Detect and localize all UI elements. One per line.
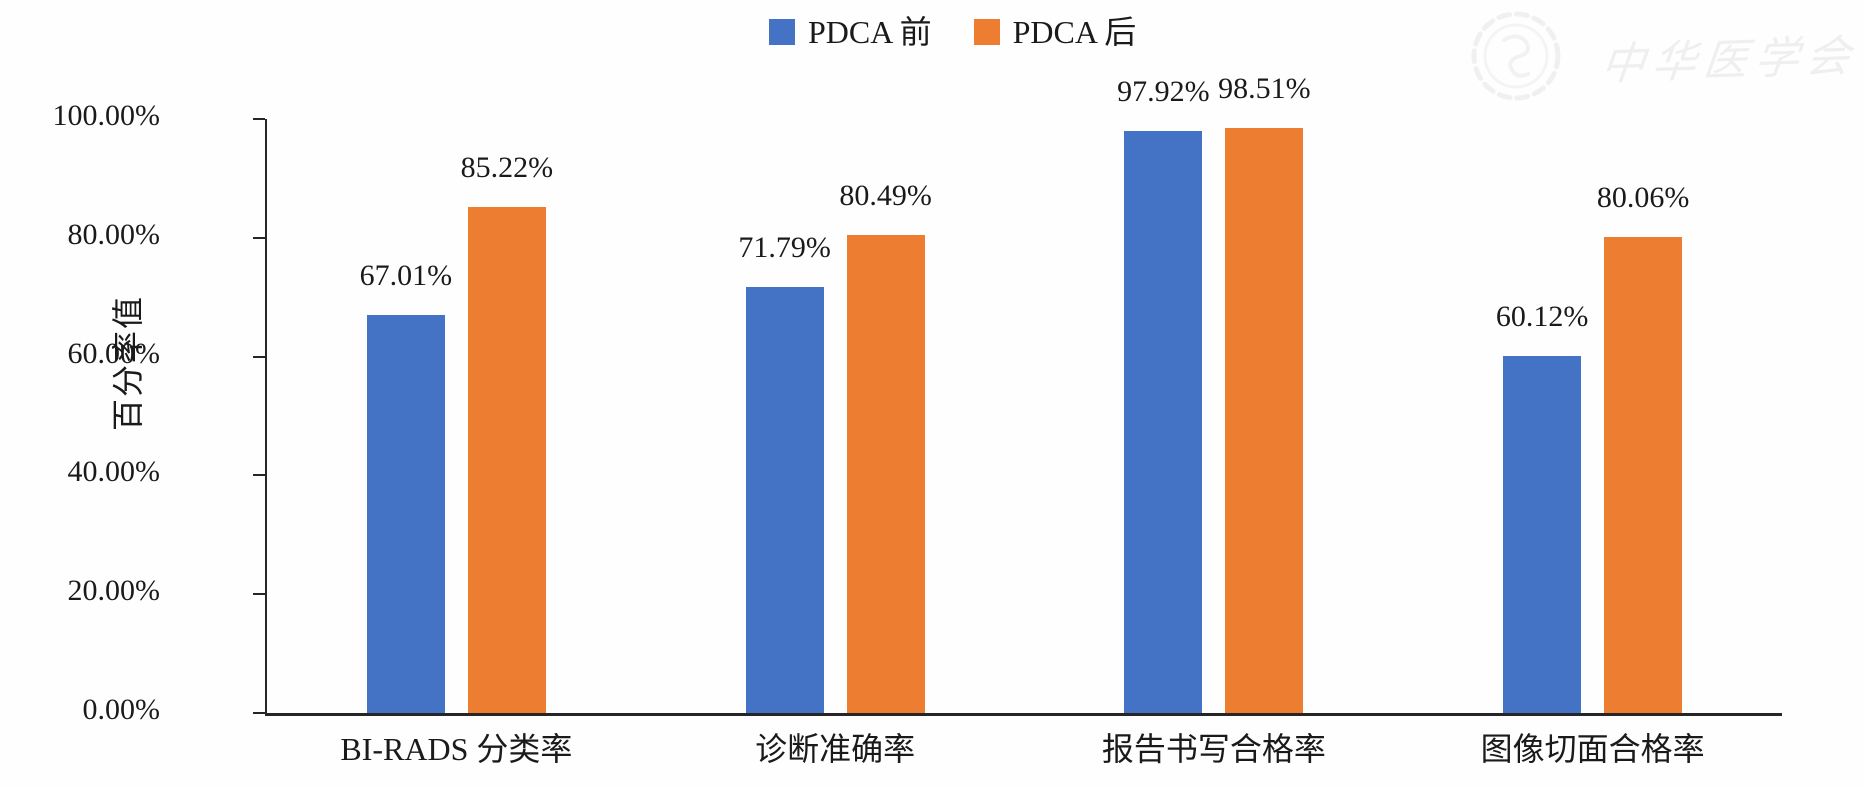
- watermark: 中华医学会: [1456, 6, 1860, 106]
- y-axis-tick-label: 40.00%: [67, 455, 161, 489]
- bar-PDCA 后-诊断准确率: [846, 234, 925, 713]
- x-axis-category-label: 图像切面合格率: [1480, 731, 1705, 767]
- legend-label: PDCA 后: [1012, 14, 1137, 50]
- y-axis-tick-mark: [253, 712, 265, 714]
- medical-association-seal-icon: [1471, 11, 1561, 101]
- bar-value-label: 80.49%: [839, 178, 932, 212]
- bar-value-label: 71.79%: [738, 230, 831, 264]
- chart-legend: PDCA 前 PDCA 后: [769, 16, 1136, 48]
- y-axis-tick-mark: [253, 593, 265, 596]
- plot-area: 0.00% 20.00% 40.00% 60.00% 80.00% 100.00% 67.0…: [53, 73, 1782, 765]
- y-axis-tick-mark: [253, 474, 265, 477]
- bar-PDCA 后-BI-RADS 分类率: [467, 206, 546, 713]
- y-axis-tick-label: 0.00%: [82, 693, 161, 726]
- legend-swatch-orange-icon: [973, 19, 1000, 45]
- y-axis-tick-label: 80.00%: [67, 217, 161, 251]
- bar-value-label: 67.01%: [359, 258, 453, 292]
- y-axis-tick-label: 20.00%: [67, 574, 161, 608]
- bar-PDCA 后-图像切面合格率: [1604, 237, 1683, 713]
- bar-PDCA 前-诊断准确率: [745, 286, 824, 713]
- bar-value-label: 85.22%: [460, 150, 554, 184]
- bar-value-label: 97.92%: [1117, 75, 1210, 109]
- x-axis-category-label: 报告书写合格率: [1101, 731, 1326, 767]
- legend-item-pdca-before: PDCA 前: [769, 16, 932, 48]
- y-axis-tick-label: 60.00%: [67, 336, 161, 370]
- y-axis-tick-label: 100.00%: [52, 99, 161, 132]
- bar-value-label: 60.12%: [1495, 299, 1589, 333]
- bar-PDCA 前-报告书写合格率: [1124, 131, 1203, 713]
- bar-value-label: 80.06%: [1596, 181, 1690, 215]
- bar-PDCA 前-BI-RADS 分类率: [366, 314, 445, 713]
- bar-PDCA 后-报告书写合格率: [1225, 127, 1304, 713]
- legend-label: PDCA 前: [808, 14, 932, 50]
- x-axis-category-label: BI-RADS 分类率: [340, 731, 573, 767]
- y-axis-tick-mark: [253, 236, 265, 239]
- bar-PDCA 前-图像切面合格率: [1503, 355, 1582, 713]
- legend-item-pdca-after: PDCA 后: [973, 14, 1137, 50]
- watermark-text: 中华医学会: [1598, 31, 1860, 90]
- y-axis-tick-mark: [253, 355, 265, 358]
- legend-swatch-blue-icon: [769, 19, 795, 45]
- bar-value-label: 98.51%: [1218, 71, 1311, 105]
- x-axis-category-label: 诊断准确率: [755, 731, 916, 767]
- y-axis-tick-mark: [253, 118, 265, 120]
